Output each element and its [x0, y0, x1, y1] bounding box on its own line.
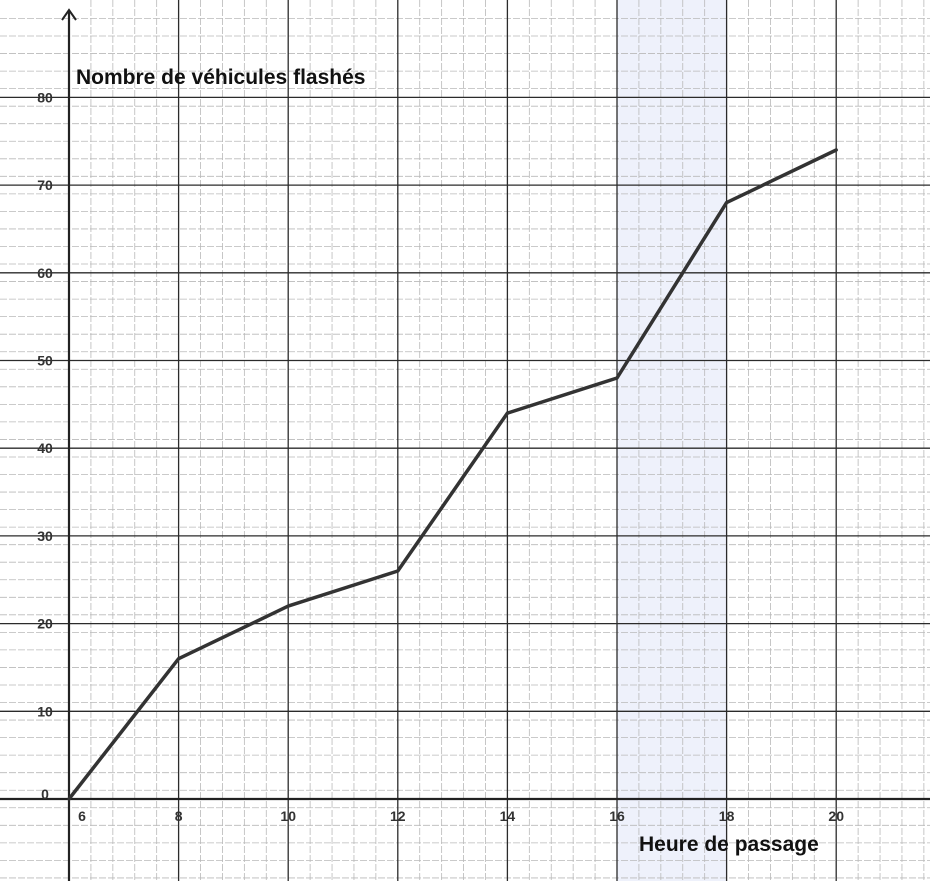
y-axis-title: Nombre de véhicules flashés	[76, 66, 365, 89]
highlight-band	[617, 0, 727, 881]
y-tick-label: 60	[37, 265, 53, 281]
y-tick-label: 40	[37, 440, 53, 456]
x-tick-label: 8	[175, 808, 183, 824]
y-tick-label: 80	[37, 89, 53, 105]
axes	[0, 8, 930, 881]
x-axis-title: Heure de passage	[639, 833, 819, 856]
x-tick-label: 16	[609, 808, 625, 824]
x-tick-labels: 6 8 10 12 14 16 18 20	[78, 808, 844, 824]
y-tick-label: 10	[37, 703, 53, 719]
y-tick-label: 50	[37, 353, 53, 369]
y-tick-label: 70	[37, 177, 53, 193]
x-tick-label: 6	[78, 808, 86, 824]
x-tick-label: 18	[719, 808, 735, 824]
y-axis-arrow	[61, 8, 77, 21]
y-tick-label: 20	[37, 616, 53, 632]
y-tick-labels: 0 10 20 30 40 50 60 70 80	[37, 89, 53, 802]
x-tick-label: 14	[500, 808, 516, 824]
x-tick-label: 20	[828, 808, 844, 824]
x-tick-label: 10	[280, 808, 296, 824]
y-tick-label: 0	[41, 786, 49, 802]
series-line	[67, 148, 838, 801]
y-tick-label: 30	[37, 528, 53, 544]
x-tick-label: 12	[390, 808, 406, 824]
